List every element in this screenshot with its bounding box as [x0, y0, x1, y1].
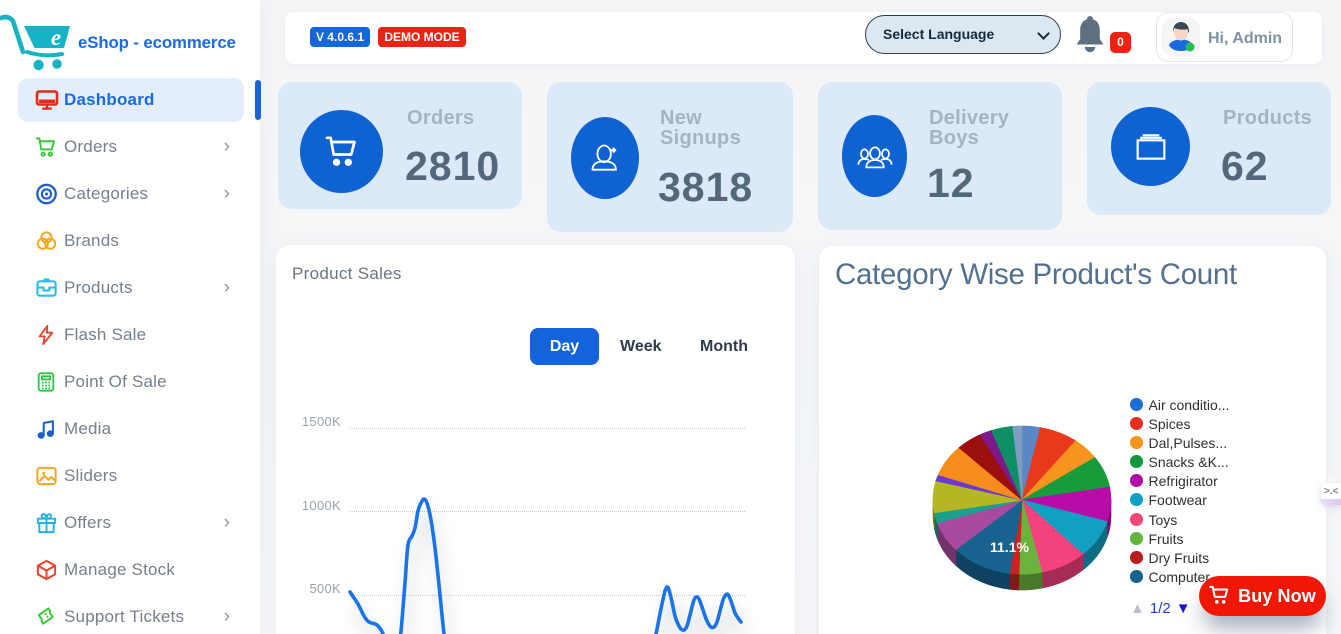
- svg-text:e: e: [51, 25, 61, 50]
